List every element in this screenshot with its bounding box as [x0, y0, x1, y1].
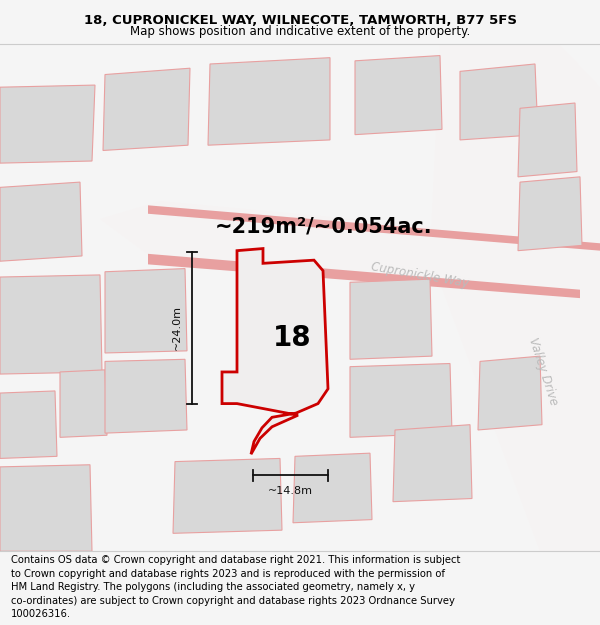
Text: ~219m²/~0.054ac.: ~219m²/~0.054ac. — [215, 216, 433, 236]
Polygon shape — [222, 249, 328, 454]
Polygon shape — [60, 370, 107, 438]
Polygon shape — [173, 459, 282, 533]
Polygon shape — [518, 177, 582, 251]
Polygon shape — [460, 64, 538, 140]
Polygon shape — [293, 453, 372, 522]
Text: 18, CUPRONICKEL WAY, WILNECOTE, TAMWORTH, B77 5FS: 18, CUPRONICKEL WAY, WILNECOTE, TAMWORTH… — [83, 14, 517, 26]
Polygon shape — [148, 254, 580, 298]
Polygon shape — [0, 465, 92, 551]
Polygon shape — [0, 275, 102, 374]
Polygon shape — [208, 58, 330, 145]
Text: Cupronickle Way: Cupronickle Way — [370, 260, 470, 290]
Text: ~14.8m: ~14.8m — [268, 486, 313, 496]
Polygon shape — [0, 182, 82, 261]
Polygon shape — [105, 269, 187, 353]
Text: ~24.0m: ~24.0m — [172, 305, 182, 350]
Text: 18: 18 — [272, 324, 311, 352]
Text: Map shows position and indicative extent of the property.: Map shows position and indicative extent… — [130, 26, 470, 38]
Polygon shape — [350, 364, 452, 438]
Polygon shape — [393, 425, 472, 502]
Polygon shape — [350, 279, 432, 359]
Polygon shape — [478, 356, 542, 430]
Text: Valley Drive: Valley Drive — [526, 336, 560, 408]
Polygon shape — [0, 391, 57, 459]
Polygon shape — [103, 68, 190, 151]
Polygon shape — [100, 201, 600, 298]
Polygon shape — [148, 205, 600, 251]
Polygon shape — [105, 359, 187, 433]
Polygon shape — [0, 85, 95, 163]
Polygon shape — [355, 56, 442, 134]
Text: Contains OS data © Crown copyright and database right 2021. This information is : Contains OS data © Crown copyright and d… — [11, 555, 460, 619]
Polygon shape — [430, 45, 600, 551]
Polygon shape — [518, 103, 577, 177]
